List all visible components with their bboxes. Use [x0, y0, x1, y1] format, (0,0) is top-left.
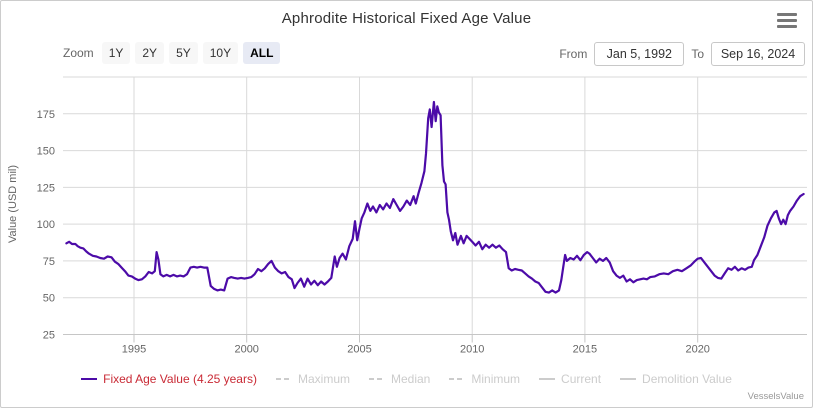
legend: Fixed Age Value (4.25 years) Maximum Med…	[1, 372, 812, 386]
hamburger-icon	[777, 13, 797, 28]
legend-label: Minimum	[471, 372, 521, 386]
zoom-button-all[interactable]: ALL	[243, 42, 281, 64]
legend-item-minimum[interactable]: Minimum	[449, 372, 520, 386]
x-axis-label: 1995	[122, 344, 146, 356]
from-date-input[interactable]	[594, 42, 685, 66]
y-axis-label: 75	[43, 256, 55, 268]
y-axis-label: 175	[37, 109, 55, 121]
x-axis-label: 2000	[234, 344, 258, 356]
legend-item-median[interactable]: Median	[369, 372, 430, 386]
y-axis-label: 50	[43, 293, 55, 305]
series-line-fixed-age-value[interactable]	[65, 100, 805, 294]
legend-label: Maximum	[297, 372, 350, 386]
zoom-label: Zoom	[63, 46, 94, 60]
solid-line-marker-icon	[620, 377, 637, 381]
legend-item-fixed-age-value[interactable]: Fixed Age Value (4.25 years)	[81, 372, 257, 386]
zoom-button-1y[interactable]: 1Y	[101, 42, 131, 64]
zoom-button-2y[interactable]: 2Y	[135, 42, 165, 64]
y-axis-label: 150	[37, 146, 55, 158]
series-line-marker-icon	[81, 377, 98, 381]
credits-link[interactable]: VesselsValue	[747, 391, 804, 402]
y-axis-title: Value (USD mil)	[7, 164, 19, 244]
zoom-button-10y[interactable]: 10Y	[202, 42, 239, 64]
legend-item-maximum[interactable]: Maximum	[275, 372, 350, 386]
date-range-group: From To	[559, 42, 805, 66]
legend-label: Fixed Age Value (4.25 years)	[103, 372, 257, 386]
chart-context-menu-button[interactable]	[775, 11, 799, 31]
toolbar: Zoom 1Y 2Y 5Y 10Y ALL From To	[1, 42, 812, 66]
legend-label: Current	[561, 372, 602, 386]
x-axis-label: 2010	[460, 344, 484, 356]
dashed-line-marker-icon	[369, 377, 385, 381]
solid-line-marker-icon	[539, 377, 556, 381]
to-date-input[interactable]	[711, 42, 805, 66]
legend-item-current[interactable]: Current	[539, 372, 601, 386]
from-label: From	[559, 47, 588, 61]
x-axis-label: 2020	[685, 344, 709, 356]
y-axis-label: 100	[37, 219, 55, 231]
legend-label: Demolition Value	[642, 372, 732, 386]
to-label: To	[691, 47, 704, 61]
y-axis-label: 25	[43, 330, 55, 342]
x-axis-label: 2015	[573, 344, 597, 356]
x-axis-label: 2005	[347, 344, 371, 356]
y-axis-label: 125	[37, 182, 55, 194]
dashed-line-marker-icon	[275, 377, 292, 381]
zoom-button-group: Zoom 1Y 2Y 5Y 10Y ALL	[63, 42, 281, 64]
zoom-button-5y[interactable]: 5Y	[169, 42, 198, 64]
legend-item-demolition-value[interactable]: Demolition Value	[620, 372, 732, 386]
chart-title: Aphrodite Historical Fixed Age Value	[281, 10, 532, 27]
dashed-line-marker-icon	[449, 377, 466, 381]
legend-label: Median	[391, 372, 431, 386]
